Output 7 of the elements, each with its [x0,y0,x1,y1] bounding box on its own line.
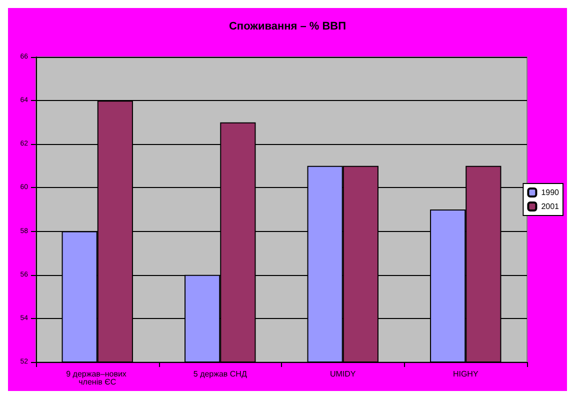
legend-label: 2001 [541,202,560,211]
chart-title: Споживання – % ВВП [228,20,346,32]
x-tick-label: UMIDY [330,370,356,378]
x-tick-label: 5 держав СНД [193,370,248,378]
x-tick-label: 9 держав–нових членів ЄС [66,370,129,386]
legend-label: 1990 [541,188,560,197]
x-tick-label: HIGHY [452,370,479,378]
